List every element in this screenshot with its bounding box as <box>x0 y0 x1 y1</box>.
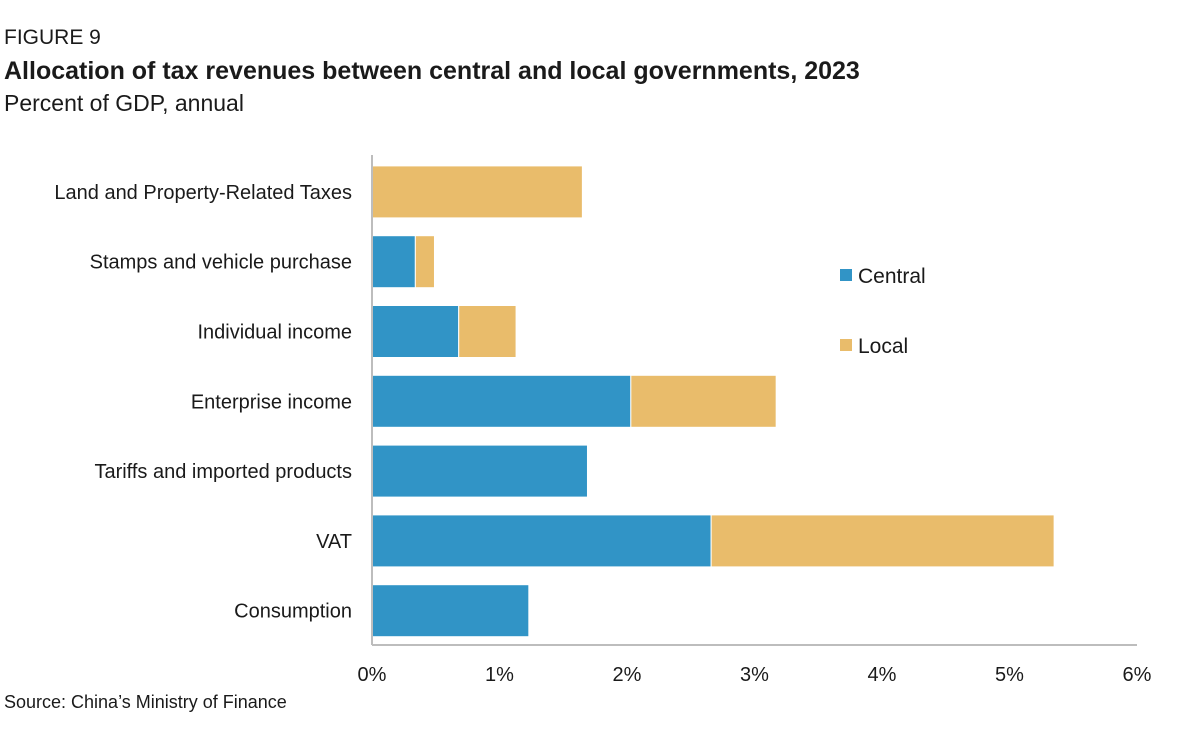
category-label: Enterprise income <box>191 391 352 413</box>
bar-central <box>371 444 588 498</box>
legend-label-local: Local <box>858 335 908 358</box>
legend-swatch-central <box>840 269 852 281</box>
category-label: Stamps and vehicle purchase <box>90 252 352 274</box>
x-tick-label: 0% <box>358 664 387 686</box>
category-label: Individual income <box>197 322 352 344</box>
category-label: Tariffs and imported products <box>94 461 352 483</box>
category-label: Consumption <box>234 601 352 623</box>
x-tick-label: 5% <box>995 664 1024 686</box>
bar-local <box>630 374 777 428</box>
source-note: Source: China’s Ministry of Finance <box>4 692 287 712</box>
legend-label-central: Central <box>858 265 926 288</box>
figure-label: FIGURE 9 <box>4 26 101 49</box>
bar-central <box>371 235 416 289</box>
bar-local <box>710 514 1055 568</box>
bar-central <box>371 514 712 568</box>
bar-local <box>414 235 435 289</box>
bar-local <box>458 305 517 358</box>
chart-subtitle: Percent of GDP, annual <box>4 90 244 116</box>
legend-swatch-local <box>840 339 852 351</box>
x-tick-label: 6% <box>1123 664 1152 686</box>
bar-central <box>371 374 632 428</box>
category-label: VAT <box>316 531 352 553</box>
bar-local <box>371 165 583 219</box>
x-tick-label: 3% <box>740 664 769 686</box>
bar-central <box>371 584 530 638</box>
x-tick-label: 4% <box>868 664 897 686</box>
x-tick-label: 2% <box>613 664 642 686</box>
chart-title: Allocation of tax revenues between centr… <box>4 57 860 85</box>
category-label: Land and Property-Related Taxes <box>54 182 352 204</box>
bar-central <box>371 305 460 358</box>
x-tick-label: 1% <box>485 664 514 686</box>
